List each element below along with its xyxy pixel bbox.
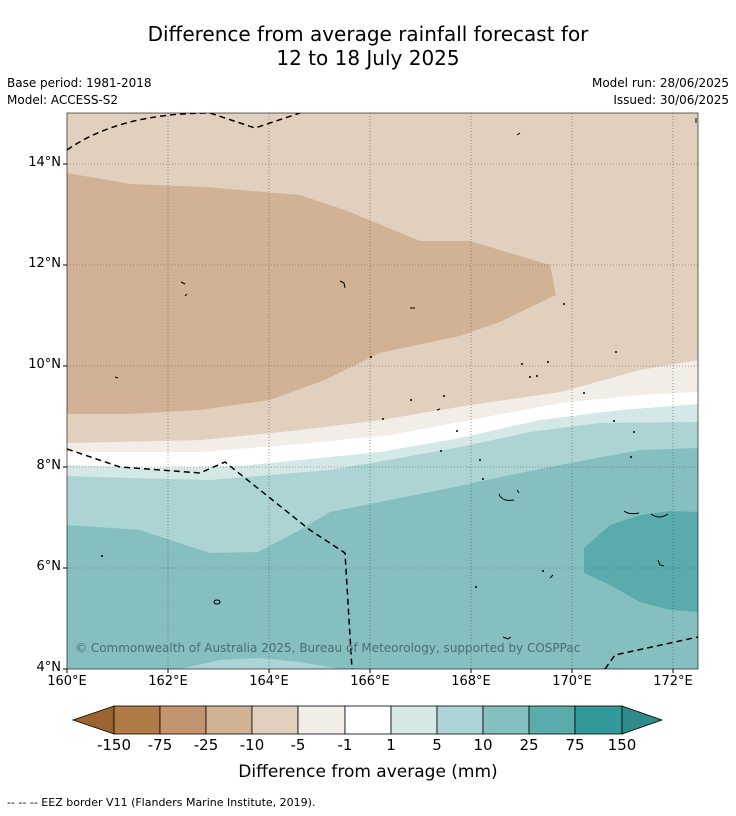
colorbar-segment [344,705,392,735]
model-run: Model run: 28/06/2025 [591,76,729,90]
colorbar-tick: -150 [96,736,132,754]
colorbar-title: Difference from average (mm) [238,762,498,782]
title-line-1: Difference from average rainfall forecas… [147,22,589,46]
band-25-75 [584,511,698,612]
colorbar-tick: -1 [337,736,353,754]
colorbar-tick: -75 [147,736,173,754]
colorbar-low-arrow [71,705,115,735]
axis-ticks [63,163,674,673]
lon-label: 170°E [552,674,592,689]
island-dots [101,303,635,588]
colorbar-tick: 5 [432,736,442,754]
lon-label: 164°E [249,674,289,689]
map-title: Difference from average rainfall forecas… [0,22,736,70]
issued-date: Issued: 30/06/2025 [613,93,729,107]
colorbar-tick: -25 [193,736,219,754]
lat-label: 6°N [36,559,62,574]
lon-label: 160°E [47,674,87,689]
colorbar-segment [436,705,484,735]
model-name: Model: ACCESS-S2 [7,93,119,107]
band-neg25-neg10 [67,173,556,414]
eez-borders [67,113,698,669]
colorbar-segment [390,705,438,735]
band-neg10-neg5-south [67,295,698,443]
lon-label: 172°E [653,674,693,689]
lon-label: 162°E [148,674,188,689]
meta-left: Base period: 1981-2018 Model: ACCESS-S2 [7,75,152,109]
eez-footnote: -- -- -- EEZ border V11 (Flanders Marine… [7,796,316,809]
lat-label: 14°N [28,155,61,170]
colorbar-segment [574,705,623,735]
colorbar-tick: -10 [239,736,265,754]
lat-label: 10°N [28,357,61,372]
lat-label: 4°N [36,660,62,675]
colorbar-tick: -5 [290,736,306,754]
colorbar-tick: 25 [519,736,539,754]
colorbar-high-arrow [621,705,664,735]
colorbar-segment [297,705,346,735]
colorbar-tick: 10 [473,736,493,754]
copyright-notice: © Commonwealth of Australia 2025, Bureau… [75,641,581,655]
lat-label: 12°N [28,256,61,271]
lon-label: 168°E [451,674,491,689]
title-line-2: 12 to 18 July 2025 [276,46,460,70]
band-10-25 [67,448,698,669]
lon-label: 166°E [350,674,390,689]
colorbar-segment [159,705,207,735]
colorbar-segment [113,705,161,735]
map-frame [66,112,699,670]
lat-label: 8°N [36,458,62,473]
colorbar-segment [482,705,530,735]
meta-right: Model run: 28/06/2025 Issued: 30/06/2025 [592,75,729,109]
band-5-10-south [180,658,340,669]
colorbar-segment [251,705,299,735]
base-period: Base period: 1981-2018 [7,76,152,90]
colorbar-segment [528,705,576,735]
colorbar-tick: 150 [607,736,637,754]
colorbar-tick: 1 [386,736,396,754]
colorbar-tick: 75 [565,736,585,754]
graticule [67,113,698,669]
colorbar [71,705,664,735]
islands [114,118,697,640]
colorbar-segment [205,705,253,735]
